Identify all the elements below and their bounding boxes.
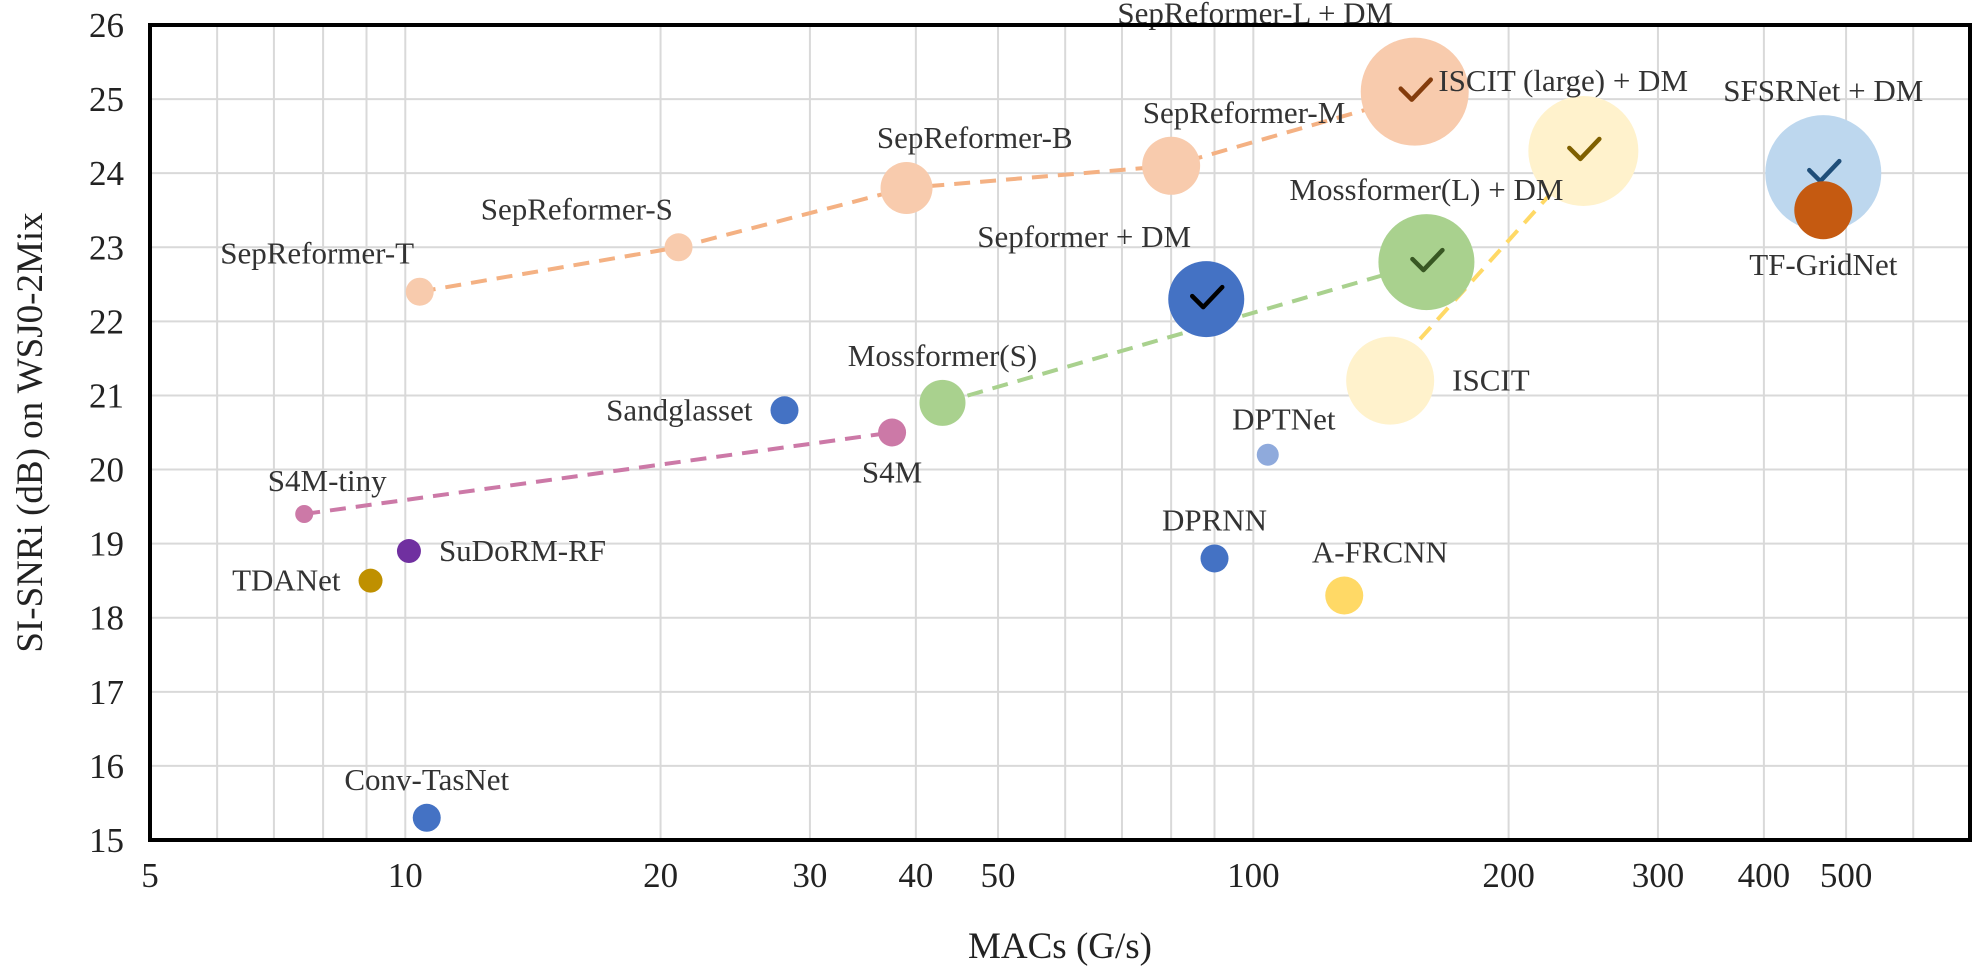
x-tick-label: 30 xyxy=(792,856,827,895)
point-label-sandglasset: Sandglasset xyxy=(606,392,753,427)
point-label-s4m: S4M xyxy=(862,455,922,490)
x-tick-label: 300 xyxy=(1632,856,1685,895)
y-tick-label: 15 xyxy=(89,821,124,860)
point-label-sfsrnet-dm: SFSRNet + DM xyxy=(1723,73,1923,108)
y-tick-label: 17 xyxy=(89,673,124,712)
point-sudorm-rf xyxy=(396,539,421,564)
point-label-sepformer-dm: Sepformer + DM xyxy=(977,219,1191,254)
y-tick-label: 26 xyxy=(89,6,124,45)
point-a-frcnn xyxy=(1325,576,1364,615)
point-conv-tasnet xyxy=(412,803,441,832)
point-iscit-large-dm xyxy=(1528,95,1639,206)
point-dprnn xyxy=(1200,544,1229,573)
point-label-sepreformer-m: SepReformer-M xyxy=(1143,95,1346,130)
trend-line xyxy=(941,267,1404,405)
point-s4m-tiny xyxy=(295,505,314,523)
point-sepreformer-l-dm xyxy=(1360,37,1469,146)
trend-lines xyxy=(303,97,1578,516)
point-label-tdanet: TDANet xyxy=(232,563,341,598)
point-label-dptnet: DPTNet xyxy=(1232,402,1336,437)
point-sepformer-dm xyxy=(1168,261,1245,338)
point-label-conv-tasnet: Conv-TasNet xyxy=(344,762,509,797)
point-s4m xyxy=(878,418,907,447)
y-axis-title: SI-SNRi (dB) on WSJ0-2Mix xyxy=(10,212,51,653)
point-sepreformer-m xyxy=(1142,136,1201,195)
x-tick-label: 200 xyxy=(1482,856,1535,895)
checkmark-icon xyxy=(1398,77,1433,102)
point-tf-gridnet xyxy=(1794,181,1853,240)
x-axis-title: MACs (G/s) xyxy=(968,926,1152,967)
x-tick-label: 500 xyxy=(1820,856,1873,895)
checkmark-icon xyxy=(1410,247,1445,273)
point-labels: SepReformer-T SepReformer-S SepReformer-B S… xyxy=(220,0,1923,797)
point-label-s4m-tiny: S4M-tiny xyxy=(268,463,387,498)
x-tick-labels: 5 10 20 30 40 50 100 200 300 400 500 xyxy=(141,856,1872,895)
y-tick-label: 19 xyxy=(89,525,124,564)
y-tick-label: 25 xyxy=(89,80,124,119)
point-label-sudorm-rf: SuDoRM-RF xyxy=(439,533,606,568)
point-label-iscit: ISCIT xyxy=(1452,363,1530,398)
trend-line xyxy=(303,430,893,516)
point-mossformer-s xyxy=(919,379,966,426)
point-tdanet xyxy=(358,568,383,593)
y-tick-label: 23 xyxy=(89,228,124,267)
point-sepreformer-t xyxy=(405,277,434,306)
point-label-dprnn: DPRNN xyxy=(1162,502,1267,537)
x-tick-label: 400 xyxy=(1738,856,1791,895)
x-tick-label: 20 xyxy=(643,856,678,895)
point-label-mossformer-l-dm: Mossformer(L) + DM xyxy=(1289,172,1563,207)
checkmark-icon xyxy=(1189,284,1225,310)
point-label-tf-gridnet: TF-GridNet xyxy=(1749,247,1897,282)
point-label-sepreformer-t: SepReformer-T xyxy=(220,236,414,271)
checkmark-icon xyxy=(1807,158,1842,184)
y-tick-label: 20 xyxy=(89,451,124,490)
point-label-sepreformer-s: SepReformer-S xyxy=(481,191,673,226)
point-mossformer-l-dm xyxy=(1378,214,1475,311)
x-tick-label: 50 xyxy=(981,856,1016,895)
y-tick-label: 22 xyxy=(89,302,124,341)
point-sandglasset xyxy=(770,396,799,425)
x-tick-label: 5 xyxy=(141,856,159,895)
y-tick-label: 21 xyxy=(89,376,124,415)
y-tick-label: 16 xyxy=(89,747,124,786)
plot-frame xyxy=(148,23,1972,842)
point-label-a-frcnn: A-FRCNN xyxy=(1312,535,1448,570)
point-dptnet xyxy=(1256,443,1279,466)
point-iscit xyxy=(1346,336,1435,425)
x-tick-label: 10 xyxy=(388,856,423,895)
point-label-iscit-large-dm: ISCIT (large) + DM xyxy=(1438,63,1688,98)
point-sepreformer-b xyxy=(880,162,933,214)
trend-line xyxy=(1401,164,1578,360)
y-tick-label: 18 xyxy=(89,599,124,638)
data-points xyxy=(295,37,1882,832)
point-sfsrnet-dm xyxy=(1765,115,1882,232)
y-tick-label: 24 xyxy=(89,154,124,193)
x-tick-label: 40 xyxy=(898,856,933,895)
checkmark-icon xyxy=(1567,136,1602,162)
point-sepreformer-s xyxy=(664,233,693,262)
y-tick-labels: 15 16 17 18 19 20 21 22 23 24 25 26 xyxy=(89,6,124,860)
point-label-mossformer-s: Mossformer(S) xyxy=(848,338,1037,373)
point-label-sepreformer-b: SepReformer-B xyxy=(877,120,1073,155)
x-tick-label: 100 xyxy=(1227,856,1280,895)
